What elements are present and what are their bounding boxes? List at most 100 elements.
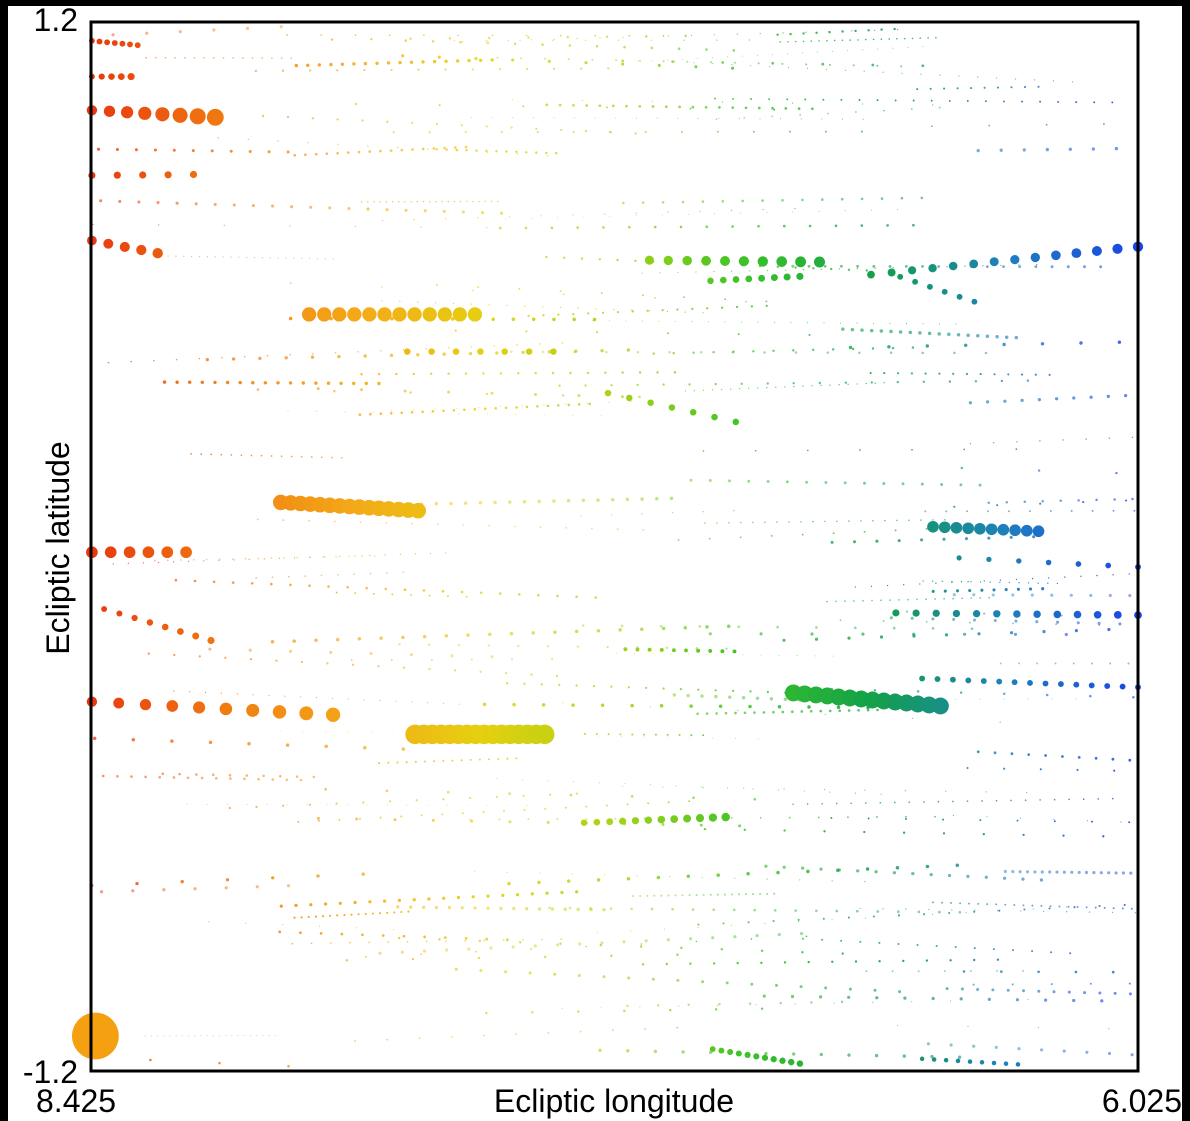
data-point <box>310 456 313 458</box>
data-point <box>862 103 864 105</box>
data-point <box>1083 265 1086 269</box>
data-point <box>594 34 596 37</box>
data-point <box>794 909 798 912</box>
data-point <box>999 581 1001 584</box>
data-point <box>286 804 288 806</box>
data-point <box>213 202 217 206</box>
data-point <box>1004 588 1008 592</box>
data-point <box>1050 265 1054 269</box>
data-point <box>762 711 766 714</box>
data-point <box>870 381 873 384</box>
data-point <box>858 99 861 101</box>
data-point <box>505 150 508 153</box>
data-point <box>897 539 901 543</box>
data-point <box>766 480 770 483</box>
data-point <box>794 207 796 210</box>
data-point <box>485 937 489 941</box>
data-point <box>437 55 441 59</box>
data-point <box>625 104 628 108</box>
data-point <box>560 128 563 132</box>
data-point <box>992 588 996 592</box>
data-point <box>396 761 399 764</box>
data-point <box>329 650 333 654</box>
data-point <box>324 556 326 558</box>
data-point <box>584 733 586 735</box>
data-point <box>158 775 162 779</box>
data-point <box>980 588 984 592</box>
data-point <box>659 704 664 708</box>
data-point <box>488 632 492 637</box>
data-point <box>668 350 671 354</box>
data-point <box>895 865 900 870</box>
data-point <box>908 519 910 522</box>
data-point <box>391 593 394 596</box>
data-point <box>619 733 622 736</box>
track-point <box>758 274 766 282</box>
data-point <box>721 101 724 103</box>
data-point <box>922 46 924 48</box>
data-point <box>808 224 812 228</box>
track-point <box>161 623 169 631</box>
data-point <box>441 813 444 816</box>
track-point <box>720 256 730 266</box>
data-point <box>806 449 809 452</box>
data-point <box>941 580 943 582</box>
data-point <box>220 692 222 694</box>
data-point <box>271 576 274 579</box>
data-point <box>988 124 991 127</box>
track-point <box>776 256 788 267</box>
data-point <box>1068 147 1072 151</box>
data-point <box>917 970 920 972</box>
data-point <box>1077 870 1081 874</box>
data-point <box>210 453 213 456</box>
data-point <box>616 311 619 314</box>
track-point <box>682 255 692 266</box>
track-point <box>1015 1062 1021 1067</box>
data-point <box>221 356 223 359</box>
data-point <box>566 879 571 883</box>
data-point <box>1099 871 1103 875</box>
data-point <box>293 916 296 919</box>
data-point <box>232 57 235 59</box>
data-point <box>236 693 238 695</box>
data-point <box>757 387 759 389</box>
data-point <box>665 646 669 649</box>
data-point <box>726 56 728 58</box>
data-point <box>406 804 408 806</box>
data-point <box>797 918 800 921</box>
track-point <box>131 614 138 622</box>
data-point <box>225 878 230 882</box>
data-point <box>572 414 574 416</box>
data-point <box>97 147 100 151</box>
data-point <box>584 129 588 133</box>
track-point <box>207 636 215 645</box>
data-point <box>836 520 838 523</box>
data-point <box>738 118 740 120</box>
data-point <box>101 774 105 778</box>
data-point <box>999 721 1001 723</box>
data-point <box>852 540 857 544</box>
data-point <box>625 497 630 502</box>
data-point <box>768 65 771 68</box>
data-point <box>821 802 824 805</box>
data-point <box>731 225 734 228</box>
data-point <box>948 380 952 383</box>
track-point <box>732 418 740 426</box>
data-point <box>379 412 383 415</box>
data-point <box>522 779 523 781</box>
data-point <box>650 39 652 41</box>
data-point <box>803 790 805 792</box>
data-point <box>1109 662 1112 665</box>
data-point <box>859 907 861 910</box>
data-point <box>253 256 256 259</box>
data-point <box>702 893 705 896</box>
track-point <box>96 38 103 45</box>
data-point <box>677 539 680 542</box>
data-point <box>467 947 471 951</box>
data-point <box>586 371 590 375</box>
data-point <box>391 201 394 203</box>
track-point <box>116 610 123 617</box>
data-point <box>686 874 691 879</box>
data-point <box>621 371 624 374</box>
data-point <box>379 816 382 819</box>
